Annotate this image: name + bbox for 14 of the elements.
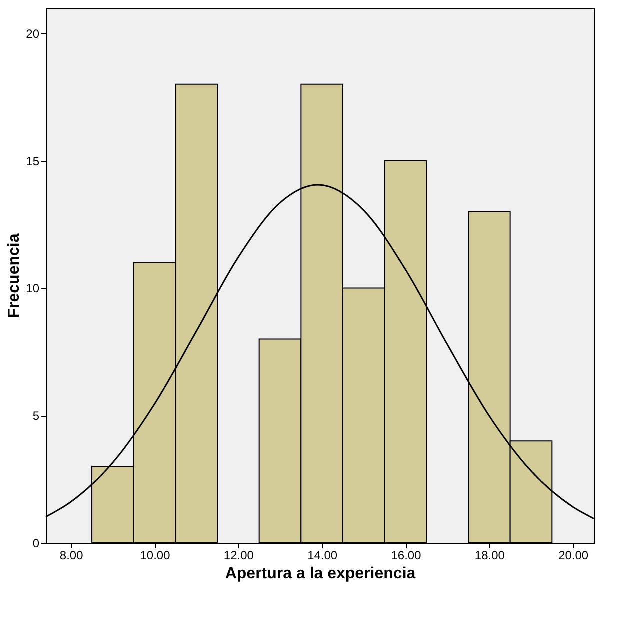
y-axis-title: Frecuencia [6,234,24,318]
x-tick-label: 12.00 [224,548,254,562]
x-tick-label: 18.00 [474,548,506,562]
x-tick-label: 10.00 [140,548,171,562]
y-tick-label: 10 [26,282,40,296]
y-tick-label: 5 [32,409,40,424]
y-tick-label: 0 [32,536,40,550]
y-tick-label: 15 [26,154,40,168]
x-tick-label: 8.00 [60,548,84,562]
y-tick-label: 20 [26,26,40,41]
x-axis-title: Apertura a la experiencia [225,566,416,582]
x-tick-label: 16.00 [391,548,422,562]
x-tick-label: 20.00 [558,548,589,562]
x-tick-label: 14.00 [308,548,338,562]
